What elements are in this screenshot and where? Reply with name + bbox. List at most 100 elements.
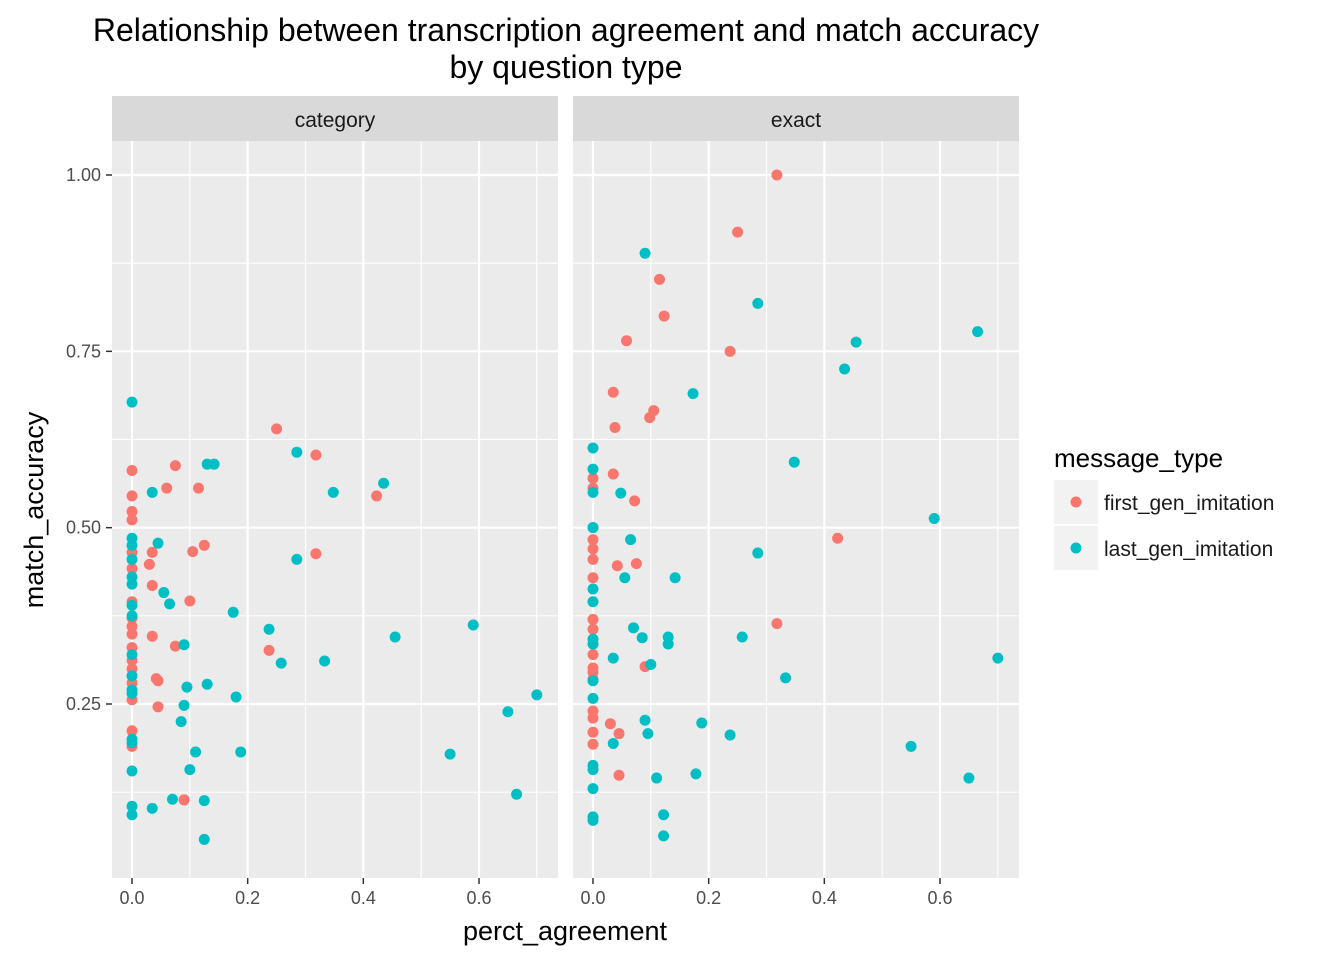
data-point <box>178 794 190 806</box>
data-point <box>905 740 917 752</box>
data-point <box>146 486 158 498</box>
data-point <box>788 456 800 468</box>
data-point <box>187 546 199 558</box>
data-point <box>587 572 599 584</box>
data-point <box>752 547 764 559</box>
data-point <box>587 553 599 565</box>
data-point <box>371 490 383 502</box>
data-point <box>327 486 339 498</box>
data-point <box>126 670 138 682</box>
facet-strip-label: category <box>295 109 376 132</box>
data-point <box>587 675 599 687</box>
data-point <box>146 802 158 814</box>
data-point <box>126 465 138 477</box>
data-point <box>613 728 625 740</box>
data-point <box>164 598 176 610</box>
x-tick-label: 0.2 <box>235 888 260 908</box>
y-axis-label: match_accuracy <box>19 411 49 608</box>
data-point <box>736 631 748 643</box>
data-point <box>175 716 187 728</box>
chart-title-line1: Relationship between transcription agree… <box>93 12 1039 48</box>
data-point <box>587 522 599 534</box>
data-point <box>531 689 543 701</box>
data-point <box>669 572 681 584</box>
data-point <box>184 764 196 776</box>
panel-category: category 0.0 0.2 0.4 0.6 0.25 0.50 0.75 1.00 <box>66 96 558 908</box>
y-tick-label: 1.00 <box>66 165 101 185</box>
data-point <box>619 572 631 584</box>
data-point <box>158 587 170 599</box>
data-point <box>642 728 654 740</box>
data-point <box>724 729 736 741</box>
data-point <box>587 486 599 498</box>
data-point <box>201 678 213 690</box>
facet-strip <box>112 96 558 141</box>
data-point <box>587 596 599 608</box>
data-point <box>587 726 599 738</box>
data-point <box>732 226 744 238</box>
data-point <box>146 630 158 642</box>
data-point <box>126 628 138 640</box>
data-point <box>850 336 862 348</box>
data-point <box>627 622 639 634</box>
data-point <box>152 537 164 549</box>
data-point <box>161 482 173 494</box>
data-point <box>625 534 637 546</box>
data-point <box>654 273 666 285</box>
data-point <box>615 487 627 499</box>
data-point <box>972 326 984 338</box>
panels-group: category 0.0 0.2 0.4 0.6 0.25 0.50 0.75 1.00 exac… <box>66 96 1019 908</box>
data-point <box>126 514 138 526</box>
y-tick-label: 0.75 <box>66 341 101 361</box>
data-point <box>126 539 138 551</box>
data-point <box>607 468 619 480</box>
data-point <box>126 620 138 632</box>
data-point <box>152 701 164 713</box>
data-point <box>511 788 523 800</box>
x-axis-label: perct_agreement <box>463 916 668 946</box>
data-point <box>928 512 940 524</box>
data-point <box>639 247 651 259</box>
data-point <box>198 539 210 551</box>
data-point <box>310 548 322 560</box>
data-point <box>126 765 138 777</box>
data-point <box>609 422 621 434</box>
data-point <box>178 699 190 711</box>
x-tick-label: 0.6 <box>927 888 952 908</box>
data-point <box>190 746 202 758</box>
data-point <box>621 335 633 347</box>
data-point <box>126 563 138 575</box>
data-point <box>143 558 155 570</box>
data-point <box>587 472 599 484</box>
data-point <box>604 718 616 730</box>
legend-dot-first-gen <box>1070 496 1082 508</box>
data-point <box>587 534 599 546</box>
data-point <box>126 649 138 661</box>
data-point <box>963 772 975 784</box>
data-point <box>193 482 205 494</box>
data-point <box>126 809 138 821</box>
data-point <box>126 737 138 749</box>
data-point <box>378 477 390 489</box>
data-point <box>389 631 401 643</box>
data-point <box>198 833 210 845</box>
data-point <box>263 644 275 656</box>
panel-background <box>112 141 558 878</box>
data-point <box>587 623 599 635</box>
data-point <box>607 386 619 398</box>
data-point <box>502 706 514 718</box>
x-tick-label: 0.0 <box>580 888 605 908</box>
data-point <box>126 610 138 622</box>
legend-dot-last-gen <box>1070 542 1082 554</box>
data-point <box>587 783 599 795</box>
data-point <box>587 712 599 724</box>
legend-label-last-gen: last_gen_imitation <box>1104 538 1273 561</box>
data-point <box>166 793 178 805</box>
data-point <box>235 746 247 758</box>
data-point <box>587 463 599 475</box>
data-point <box>629 495 641 507</box>
data-point <box>611 560 623 572</box>
data-point <box>263 623 275 635</box>
data-point <box>839 363 851 375</box>
x-tick-label: 0.2 <box>696 888 721 908</box>
